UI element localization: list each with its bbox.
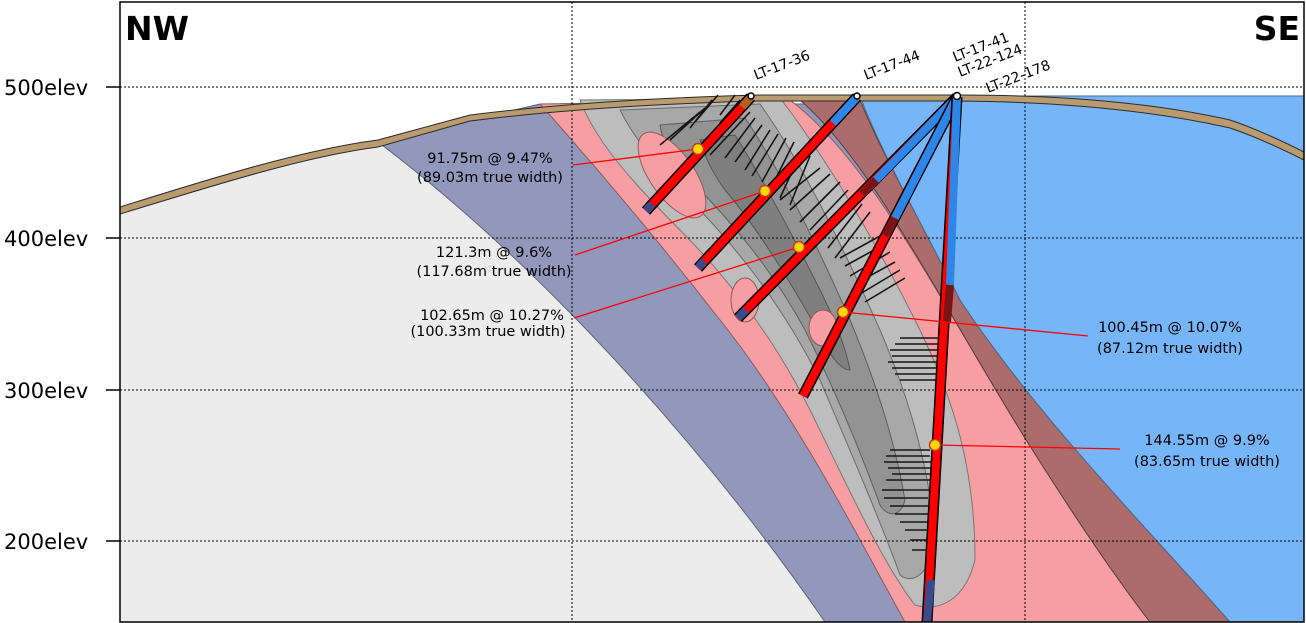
svg-text:102.65m @ 10.27%: 102.65m @ 10.27% [420, 308, 564, 324]
drill-hole-LT-22-124 [734, 93, 961, 322]
intercept-markers [691, 142, 942, 452]
svg-text:(87.12m true width): (87.12m true width) [1097, 341, 1243, 357]
intercept-marker [836, 305, 850, 319]
svg-text:(83.65m true width): (83.65m true width) [1134, 454, 1280, 470]
svg-text:(100.33m true width): (100.33m true width) [410, 324, 565, 340]
elevation-label-500: 500elev [4, 76, 88, 100]
drill-hole-LT-17-41 [921, 96, 963, 622]
svg-text:100.45m @ 10.07%: 100.45m @ 10.07% [1098, 320, 1242, 336]
intercept-marker [758, 184, 772, 198]
svg-text:121.3m @ 9.6%: 121.3m @ 9.6% [436, 245, 552, 261]
elevation-label-200: 200elev [4, 530, 88, 554]
intercept-annotation-2: 121.3m @ 9.6% (117.68m true width) [416, 245, 571, 280]
direction-label-se: SE [1254, 9, 1300, 48]
svg-text:91.75m @ 9.47%: 91.75m @ 9.47% [427, 151, 552, 167]
overburden-layer [120, 94, 1304, 215]
leader-lines [572, 148, 1121, 450]
grid-lines [120, 2, 1304, 622]
drill-hole-LT-22-178 [798, 94, 962, 399]
elevation-label-300: 300elev [4, 379, 88, 403]
intercept-marker [928, 438, 942, 452]
intercept-marker [792, 240, 806, 254]
intercept-annotation-3: 102.65m @ 10.27% (100.33m true width) [410, 308, 565, 340]
intercept-annotation-4: 100.45m @ 10.07% (87.12m true width) [1097, 320, 1243, 357]
svg-text:144.55m @ 9.9%: 144.55m @ 9.9% [1144, 433, 1269, 449]
intercept-annotation-1: 91.75m @ 9.47% (89.03m true width) [417, 151, 563, 186]
direction-label-nw: NW [125, 9, 189, 48]
section-frame [119, 1, 1305, 623]
elevation-axis [106, 86, 120, 542]
drill-hole-LT-17-44 [693, 93, 862, 272]
intercept-annotation-5: 144.55m @ 9.9% (83.65m true width) [1134, 433, 1280, 470]
elevation-label-400: 400elev [4, 227, 88, 251]
collars [747, 91, 962, 101]
svg-text:(89.03m true width): (89.03m true width) [417, 170, 563, 186]
intercept-marker [691, 142, 705, 156]
core-inner-3 [699, 134, 851, 371]
svg-text:(117.68m true width): (117.68m true width) [416, 264, 571, 280]
